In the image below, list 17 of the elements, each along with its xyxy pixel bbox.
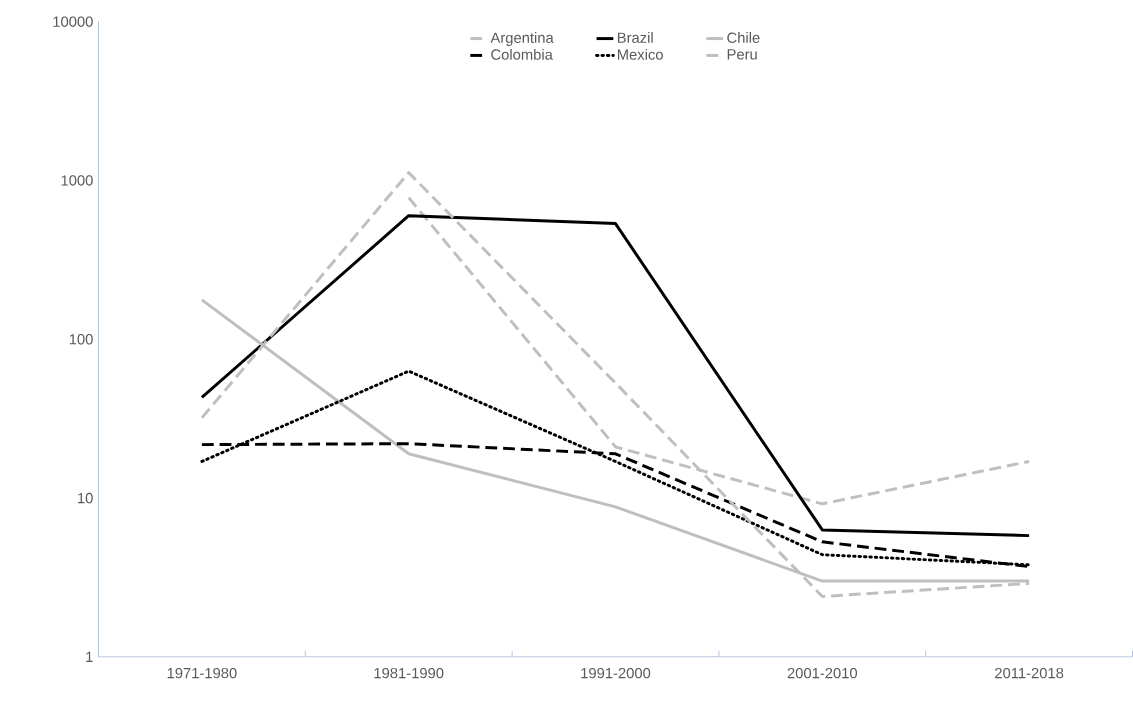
x-tick-label: 2011-2018 bbox=[995, 667, 1064, 679]
line-series bbox=[200, 214, 1031, 538]
y-tick-label: 10000 bbox=[53, 16, 93, 27]
y-tick-label: 100 bbox=[69, 334, 93, 345]
y-tick-label: 10 bbox=[78, 492, 93, 504]
legend-label: Argentina bbox=[490, 32, 554, 46]
legend-label: Chile bbox=[727, 32, 760, 43]
legend-label: Peru bbox=[727, 49, 757, 60]
x-tick-label: 2001-2010 bbox=[787, 667, 858, 679]
legend-label: Colombia bbox=[491, 48, 553, 60]
legend-label: Mexico bbox=[617, 48, 663, 60]
y-tick-label: 1 bbox=[86, 651, 93, 662]
x-tick-label: 1971-1980 bbox=[167, 667, 237, 679]
y-tick-label: 1000 bbox=[61, 175, 93, 186]
x-tick-label: 1981-1990 bbox=[374, 667, 444, 679]
legend-label: Brazil bbox=[617, 32, 653, 43]
x-tick-label: 1991-2000 bbox=[581, 667, 651, 679]
